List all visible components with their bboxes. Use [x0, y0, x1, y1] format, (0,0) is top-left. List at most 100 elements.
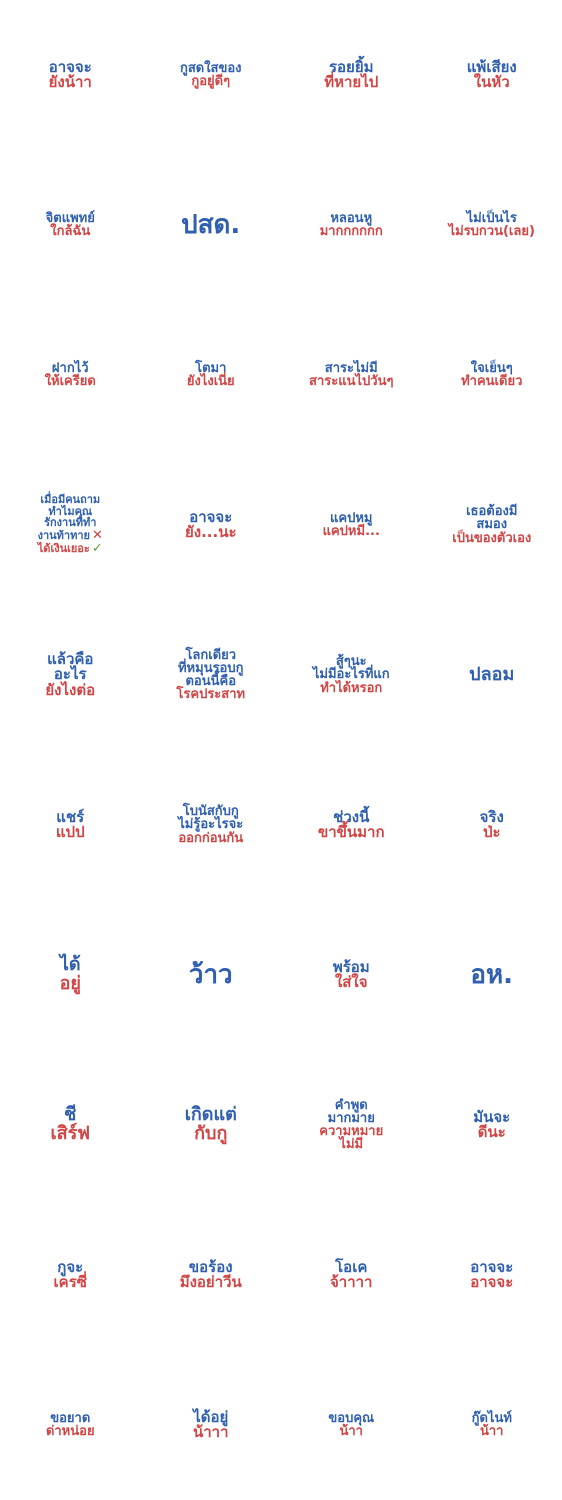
- sticker-text: ยังน้าา: [48, 73, 92, 91]
- sticker-text: กูจะ: [57, 1257, 84, 1276]
- sticker-text-line: เป็นของตัวเอง: [452, 530, 532, 546]
- sticker-text: อห.: [470, 959, 514, 990]
- sticker-item[interactable]: หลอนหู มากกกกกก: [281, 150, 422, 300]
- sticker-text-line: ไม่มี: [339, 1138, 363, 1151]
- sticker-text: อาจจะ: [189, 507, 233, 526]
- sticker-item[interactable]: ไม่เป็นไร ไม่รบกวน(เลย): [422, 150, 562, 300]
- sticker-text-line: จ้าาาา: [330, 1274, 372, 1290]
- sticker-text-line: ใจเย็นๆ: [471, 362, 513, 375]
- sticker-text-line: เสิร์ฟ: [50, 1124, 90, 1144]
- sticker-text-line: ให้เครียด: [45, 375, 96, 388]
- sticker-text-line: กูจะ: [57, 1257, 84, 1276]
- sticker-item[interactable]: สาระไม่มี สาระแนไปวันๆ: [281, 300, 422, 450]
- sticker-item[interactable]: เกิดแต่ กับกู: [141, 1050, 282, 1200]
- sticker-text-line: คำพูด: [334, 1097, 368, 1113]
- sticker-item[interactable]: โบนัสกับกู ไม่รู้อะไรจะ ออกก่อนกัน: [141, 750, 282, 900]
- sticker-text-line: ขอร้อง: [188, 1257, 233, 1276]
- sticker-item[interactable]: อาจจะ ยัง...นะ: [141, 450, 282, 600]
- sticker-text-line: สมอง: [476, 518, 507, 531]
- sticker-item[interactable]: ใจเย็นๆ ทำคนเดียว: [422, 300, 562, 450]
- sticker-text: แพ้เสียง: [466, 57, 517, 76]
- sticker-text-line: แคปหมู: [330, 512, 372, 525]
- sticker-text-line: ยังไงต่อ: [45, 682, 95, 698]
- sticker-text-line: มากกกกกก: [320, 225, 383, 238]
- sticker-text-line: ไม่รู้อะไรจะ: [178, 818, 243, 831]
- sticker-item[interactable]: แชร์ แปป: [0, 750, 141, 900]
- sticker-item[interactable]: ว้าว: [141, 900, 282, 1050]
- sticker-item[interactable]: จริง ป่ะ: [422, 750, 562, 900]
- sticker-item[interactable]: ขอบคุณ น้าา: [281, 1350, 422, 1500]
- sticker-item[interactable]: จิตแพทย์ ใกล้ฉัน: [0, 150, 141, 300]
- sticker-text: แปป: [55, 823, 85, 841]
- sticker-item[interactable]: โลกเดียว ที่หมุนรอบกู ตอนนี้คือ โรคประสาท: [141, 600, 282, 750]
- sticker-text-line: จริง: [480, 809, 504, 825]
- sticker-item[interactable]: เธอต้องมี สมอง เป็นของตัวเอง: [422, 450, 562, 600]
- sticker-text: ป่ะ: [482, 823, 501, 841]
- sticker-item[interactable]: แล้วคือ อะไร ยังไงต่อ: [0, 600, 141, 750]
- sticker-item[interactable]: อห.: [422, 900, 562, 1050]
- sticker-text: ได้: [59, 954, 81, 976]
- sticker-text-line: มากมาย: [328, 1112, 375, 1125]
- sticker-text: กูอยู่ดีๆ: [191, 74, 231, 89]
- sticker-item[interactable]: ปสด.: [141, 150, 282, 300]
- sticker-text: มากกกกกก: [319, 224, 383, 239]
- sticker-text: คำพูด: [334, 1097, 368, 1113]
- sticker-text: เครซี่: [53, 1273, 87, 1291]
- sticker-item[interactable]: กูจะ เครซี่: [0, 1200, 141, 1350]
- sticker-item[interactable]: แพ้เสียง ในหัว: [422, 0, 562, 150]
- sticker-item[interactable]: ขอยาด ด่าหน่อย: [0, 1350, 141, 1500]
- sticker-text-line: รอยยิ้ม: [329, 59, 374, 75]
- sticker-text: ความหมาย: [319, 1124, 384, 1139]
- sticker-text-line: ป่ะ: [482, 823, 501, 841]
- sticker-item[interactable]: โอเค จ้าาาา: [281, 1200, 422, 1350]
- sticker-item[interactable]: เมื่อมีคนถาม ทำไมคุณ รักงานที่ทำ งานท้าทาย ✕…: [0, 450, 141, 600]
- sticker-text-line: โตมา: [195, 362, 226, 375]
- sticker-item[interactable]: ขอร้อง มึงอย่าวีน: [141, 1200, 282, 1350]
- sticker-item[interactable]: คำพูด มากมาย ความหมาย ไม่มี: [281, 1050, 422, 1200]
- sticker-text-line: ชี: [64, 1105, 76, 1125]
- sticker-item[interactable]: ช่วงนี้ ขาขึ้นมาก: [281, 750, 422, 900]
- sticker-text: กู๊ดไนท์: [471, 1410, 512, 1426]
- sticker-text-line: งานท้าทาย ✕: [38, 528, 103, 543]
- sticker-item[interactable]: แคปหมู แคปหมี...: [281, 450, 422, 600]
- sticker-item[interactable]: ได้อยู่ น้าาา: [141, 1350, 282, 1500]
- sticker-text: หลอนหู: [330, 210, 373, 226]
- sticker-text: ขอร้อง: [188, 1257, 233, 1276]
- sticker-item[interactable]: ชี เสิร์ฟ: [0, 1050, 141, 1200]
- sticker-text-line: สู้ๆนะ: [336, 655, 367, 668]
- sticker-item[interactable]: รอยยิ้ม ที่หายไป: [281, 0, 422, 150]
- sticker-text-line: แคปหมี...: [323, 525, 380, 538]
- sticker-text-line: ความหมาย: [319, 1125, 383, 1138]
- sticker-text: อะไร: [53, 665, 87, 684]
- sticker-item[interactable]: สู้ๆนะ ไม่มีอะไรที่แก ทำได้หรอก: [281, 600, 422, 750]
- sticker-text-line: ได้อยู่: [193, 1407, 229, 1426]
- sticker-text: ว้าว: [188, 959, 233, 990]
- sticker-item[interactable]: พร้อม ใส่ใจ: [281, 900, 422, 1050]
- sticker-item[interactable]: อาจจะ ยังน้าา: [0, 0, 141, 150]
- sticker-item[interactable]: โตมา ยังไงเนี่ย: [141, 300, 282, 450]
- sticker-text: เธอต้องมี: [466, 504, 518, 520]
- sticker-text: รักงานที่ทำ: [44, 516, 97, 530]
- sticker-text-line: พร้อม: [333, 959, 370, 975]
- sticker-text: ได้อยู่: [193, 1407, 229, 1426]
- sticker-text: ทำคนเดียว: [461, 374, 523, 389]
- sticker-text: ไม่รู้อะไรจะ: [178, 817, 244, 833]
- sticker-item[interactable]: กู๊ดไนท์ น้าา: [422, 1350, 562, 1500]
- sticker-text: น้าา: [480, 1424, 504, 1439]
- sticker-item[interactable]: กูสดใสของ กูอยู่ดีๆ: [141, 0, 282, 150]
- sticker-item[interactable]: ได้ อยู่: [0, 900, 141, 1050]
- sticker-text: อาจจะ: [470, 1257, 514, 1276]
- sticker-text-line: โลกเดียว: [185, 648, 236, 662]
- sticker-text-line: ยังน้าา: [48, 73, 92, 91]
- sticker-text: ยังไงเนี่ย: [186, 374, 235, 389]
- sticker-text: ฝากไว้: [51, 360, 89, 376]
- sticker-text: อยู่: [59, 973, 81, 994]
- sticker-item[interactable]: ปลอม: [422, 600, 562, 750]
- sticker-item[interactable]: อาจจะ อาจจะ: [422, 1200, 562, 1350]
- sticker-text-line: ขอยาด: [50, 1412, 90, 1425]
- sticker-text: เป็นของตัวเอง: [452, 530, 532, 546]
- sticker-text-line: ฝากไว้: [52, 362, 89, 375]
- sticker-text-line: โบนัสกับกู: [183, 805, 239, 818]
- sticker-item[interactable]: มันจะ ดีนะ: [422, 1050, 562, 1200]
- sticker-item[interactable]: ฝากไว้ ให้เครียด: [0, 300, 141, 450]
